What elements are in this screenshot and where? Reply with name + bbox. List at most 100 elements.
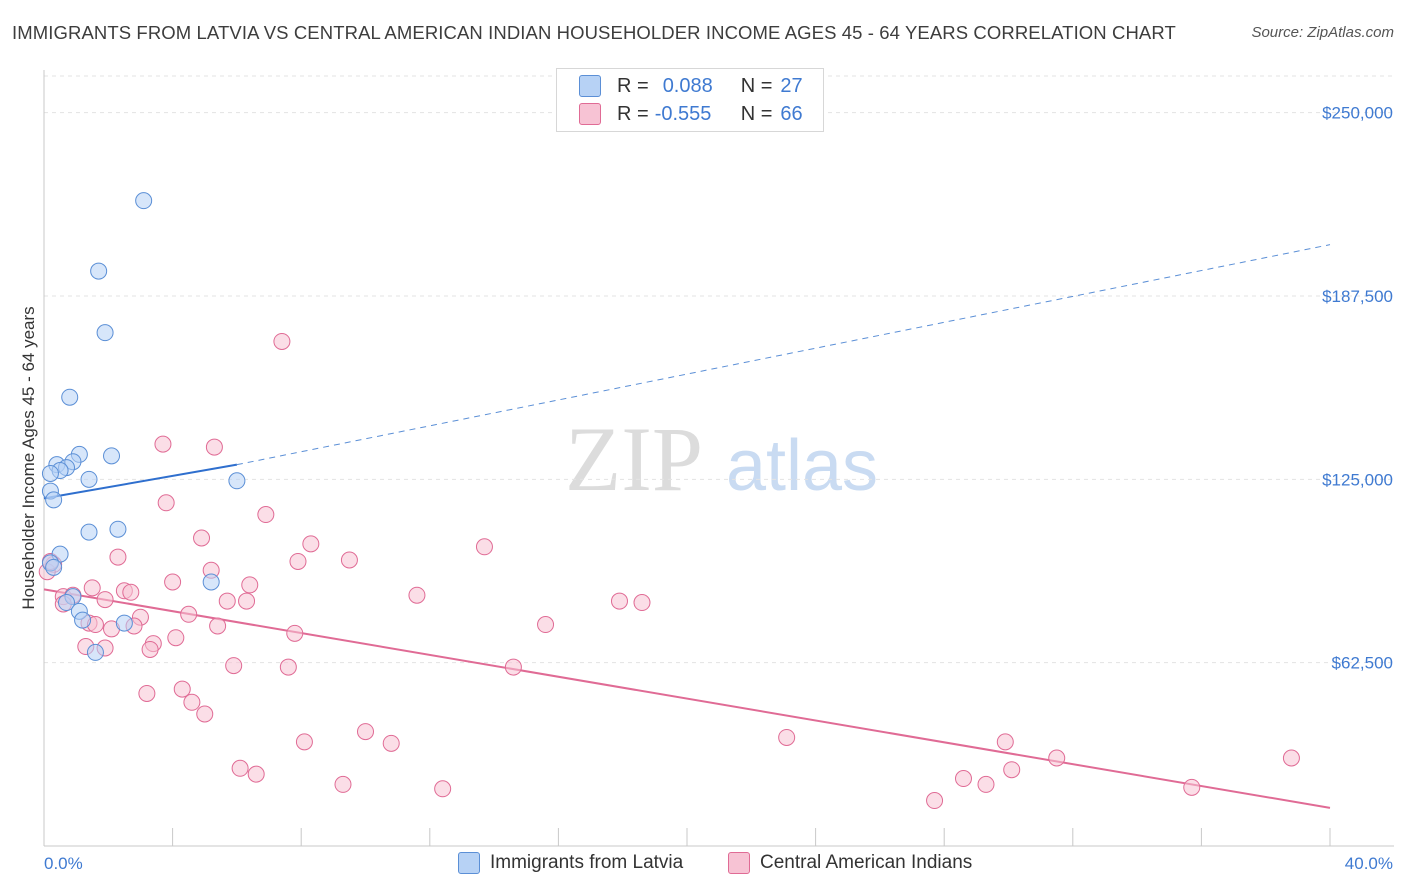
data-point-central-american-indians xyxy=(96,591,114,609)
legend-swatch-blue xyxy=(579,75,601,97)
data-point-central-american-indians xyxy=(141,640,159,658)
data-point-central-american-indians xyxy=(1048,749,1066,767)
source-credit: Source: ZipAtlas.com xyxy=(1251,24,1394,41)
data-point-central-american-indians xyxy=(334,775,352,793)
data-point-central-american-indians xyxy=(926,792,944,810)
x-ticks xyxy=(43,828,1331,846)
data-point-central-american-indians xyxy=(83,579,101,597)
data-point-central-american-indians xyxy=(180,605,198,623)
x-tick-label-max: 40.0% xyxy=(1345,854,1393,873)
y-axis-label: Householder Income Ages 45 - 64 years xyxy=(19,306,38,609)
legend-r-label: R = xyxy=(617,74,649,97)
y-tick-label: $125,000 xyxy=(1322,470,1393,489)
data-point-central-american-indians xyxy=(205,438,223,456)
data-point-central-american-indians xyxy=(241,576,259,594)
data-point-central-american-indians xyxy=(193,529,211,547)
data-point-central-american-indians xyxy=(357,723,374,741)
data-point-central-american-indians xyxy=(340,551,358,569)
data-point-central-american-indians xyxy=(122,583,140,601)
data-point-central-american-indians xyxy=(295,733,313,751)
watermark-zip: ZIP xyxy=(565,408,703,510)
data-point-central-american-indians xyxy=(196,705,214,723)
data-point-central-american-indians xyxy=(138,684,156,702)
legend-r-value: -0.555 xyxy=(654,102,712,125)
data-point-latvia xyxy=(74,611,92,629)
trend-line-latvia-projection xyxy=(236,244,1331,466)
data-point-central-american-indians xyxy=(109,548,127,566)
data-point-central-american-indians xyxy=(408,586,426,604)
watermark-atlas: atlas xyxy=(726,426,878,506)
legend-label-central-american-indians: Central American Indians xyxy=(760,852,973,873)
legend-n-label: N = xyxy=(740,102,773,125)
legend-row-latvia: R = 0.088 N = 27 xyxy=(579,72,803,100)
data-point-latvia xyxy=(45,491,63,509)
data-point-latvia xyxy=(109,520,127,538)
data-point-central-american-indians xyxy=(996,733,1014,751)
data-point-central-american-indians xyxy=(173,680,191,698)
gridlines xyxy=(44,75,1394,664)
trend-line-latvia-solid xyxy=(43,463,238,500)
data-point-central-american-indians xyxy=(279,658,297,676)
x-tick-label-min: 0.0% xyxy=(44,854,83,873)
legend-swatch-pink xyxy=(728,852,750,874)
legend-swatch-pink xyxy=(579,103,601,125)
data-point-central-american-indians xyxy=(164,573,182,591)
data-point-central-american-indians xyxy=(225,657,243,675)
legend-r-label: R = xyxy=(617,102,649,125)
legend-n-value: 27 xyxy=(780,74,803,97)
axes xyxy=(43,70,1394,847)
data-point-latvia xyxy=(135,192,153,210)
legend-label-latvia: Immigrants from Latvia xyxy=(490,852,684,873)
data-point-central-american-indians xyxy=(475,538,493,556)
data-point-central-american-indians xyxy=(154,435,172,453)
data-point-central-american-indians xyxy=(1183,778,1201,796)
y-tick-labels: $62,500 $125,000 $187,500 $250,000 xyxy=(1322,104,1393,673)
data-point-latvia xyxy=(86,643,104,661)
data-point-central-american-indians xyxy=(273,332,291,350)
legend-n-label: N = xyxy=(740,74,773,97)
trend-lines xyxy=(43,244,1331,809)
data-point-latvia xyxy=(80,470,98,488)
series-immigrants-from-latvia xyxy=(41,192,246,661)
watermark: ZIP atlas xyxy=(565,408,878,510)
series-legend: Immigrants from Latvia Central American … xyxy=(0,850,1406,878)
legend-item-central-american-indians: Central American Indians xyxy=(728,852,972,874)
data-point-central-american-indians xyxy=(231,759,249,777)
trend-line-central-american-indians xyxy=(43,588,1331,809)
data-point-central-american-indians xyxy=(286,624,304,642)
data-point-central-american-indians xyxy=(633,594,651,612)
data-point-central-american-indians xyxy=(238,592,256,610)
legend-row-central-american-indians: R = -0.555 N = 66 xyxy=(579,100,803,128)
data-point-central-american-indians xyxy=(610,592,628,610)
data-point-central-american-indians xyxy=(382,734,400,752)
data-point-central-american-indians xyxy=(157,494,175,512)
data-point-central-american-indians xyxy=(167,629,185,647)
data-point-latvia xyxy=(96,324,114,342)
correlation-legend: R = 0.088 N = 27 R = -0.555 N = 66 xyxy=(556,68,824,132)
data-point-latvia xyxy=(80,523,98,541)
data-point-central-american-indians xyxy=(434,780,452,798)
data-point-latvia xyxy=(58,594,76,612)
chart-title: IMMIGRANTS FROM LATVIA VS CENTRAL AMERIC… xyxy=(12,22,1176,43)
legend-item-latvia: Immigrants from Latvia xyxy=(458,852,683,874)
data-point-central-american-indians xyxy=(209,617,227,635)
legend-n-value: 66 xyxy=(780,102,803,125)
data-point-latvia xyxy=(90,262,108,280)
data-point-latvia xyxy=(115,614,133,632)
data-point-central-american-indians xyxy=(302,535,320,553)
data-point-latvia xyxy=(41,464,59,482)
data-point-latvia xyxy=(228,472,246,490)
series-central-american-indians xyxy=(38,332,1300,810)
x-tick-labels: 0.0% 40.0% xyxy=(44,854,1393,873)
data-point-central-american-indians xyxy=(218,592,236,610)
data-point-central-american-indians xyxy=(1003,761,1021,779)
data-point-central-american-indians xyxy=(977,775,995,793)
y-tick-label: $187,500 xyxy=(1322,287,1393,306)
y-tick-label: $250,000 xyxy=(1322,104,1393,123)
data-point-latvia xyxy=(45,558,63,576)
data-point-latvia xyxy=(103,447,121,465)
data-point-central-american-indians xyxy=(504,658,522,676)
data-point-central-american-indians xyxy=(954,770,972,788)
data-point-central-american-indians xyxy=(1282,749,1300,767)
